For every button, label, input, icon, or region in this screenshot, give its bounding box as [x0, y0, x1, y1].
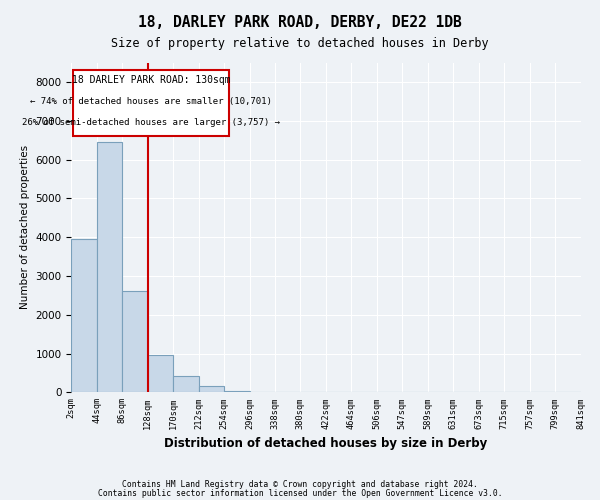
Text: 18 DARLEY PARK ROAD: 130sqm: 18 DARLEY PARK ROAD: 130sqm — [71, 75, 230, 85]
Text: 18, DARLEY PARK ROAD, DERBY, DE22 1DB: 18, DARLEY PARK ROAD, DERBY, DE22 1DB — [138, 15, 462, 30]
Text: Size of property relative to detached houses in Derby: Size of property relative to detached ho… — [111, 38, 489, 51]
X-axis label: Distribution of detached houses by size in Derby: Distribution of detached houses by size … — [164, 437, 488, 450]
Text: ← 74% of detached houses are smaller (10,701): ← 74% of detached houses are smaller (10… — [30, 97, 272, 106]
Bar — [173, 376, 199, 392]
Bar — [224, 391, 250, 392]
FancyBboxPatch shape — [73, 70, 229, 136]
Bar — [71, 239, 97, 392]
Bar — [122, 292, 148, 392]
Bar — [199, 386, 224, 392]
Text: Contains HM Land Registry data © Crown copyright and database right 2024.: Contains HM Land Registry data © Crown c… — [122, 480, 478, 489]
Bar — [97, 142, 122, 393]
Text: 26% of semi-detached houses are larger (3,757) →: 26% of semi-detached houses are larger (… — [22, 118, 280, 127]
Y-axis label: Number of detached properties: Number of detached properties — [20, 146, 30, 310]
Bar — [148, 356, 173, 393]
Text: Contains public sector information licensed under the Open Government Licence v3: Contains public sector information licen… — [98, 488, 502, 498]
